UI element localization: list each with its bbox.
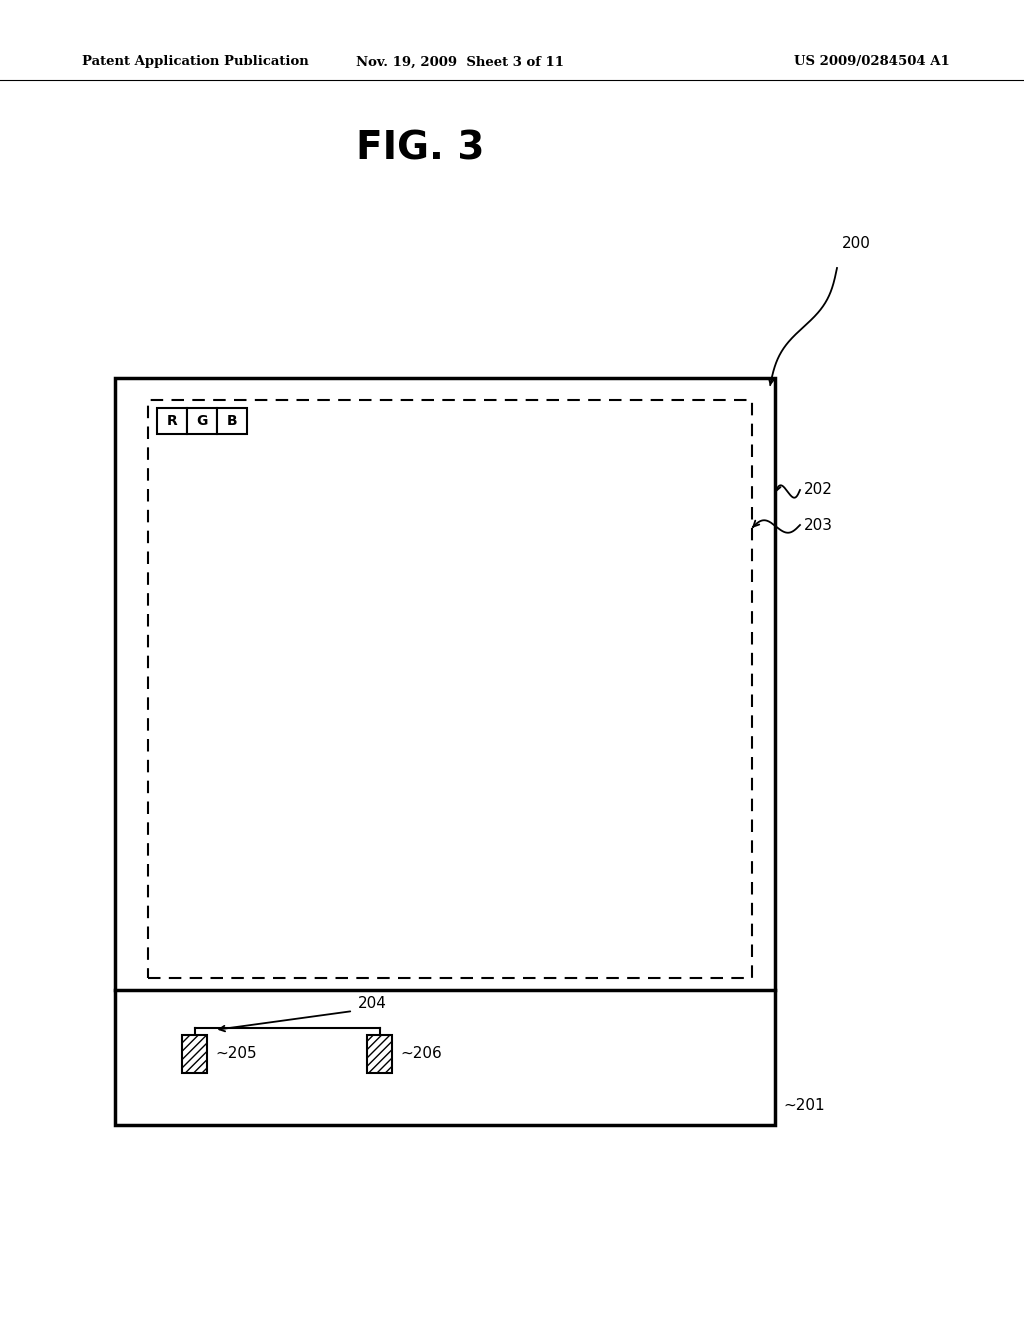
Text: 203: 203	[804, 517, 833, 532]
Text: 204: 204	[358, 995, 387, 1011]
Text: Patent Application Publication: Patent Application Publication	[82, 55, 309, 69]
Text: FIG. 3: FIG. 3	[355, 129, 484, 168]
Text: B: B	[226, 414, 238, 428]
Text: 200: 200	[842, 235, 870, 251]
Bar	[367, 1035, 392, 1073]
Text: ~205: ~205	[215, 1047, 257, 1061]
Text: ~206: ~206	[400, 1047, 441, 1061]
Bar	[115, 378, 775, 1125]
Text: 202: 202	[804, 483, 833, 498]
Bar	[187, 408, 217, 434]
Bar	[148, 400, 752, 978]
Bar	[182, 1035, 207, 1073]
Text: US 2009/0284504 A1: US 2009/0284504 A1	[795, 55, 950, 69]
Text: G: G	[197, 414, 208, 428]
Bar	[182, 1035, 207, 1073]
Text: ~201: ~201	[783, 1097, 824, 1113]
Bar	[217, 408, 247, 434]
Bar	[367, 1035, 392, 1073]
Text: R: R	[167, 414, 177, 428]
Bar	[157, 408, 187, 434]
Text: Nov. 19, 2009  Sheet 3 of 11: Nov. 19, 2009 Sheet 3 of 11	[356, 55, 564, 69]
